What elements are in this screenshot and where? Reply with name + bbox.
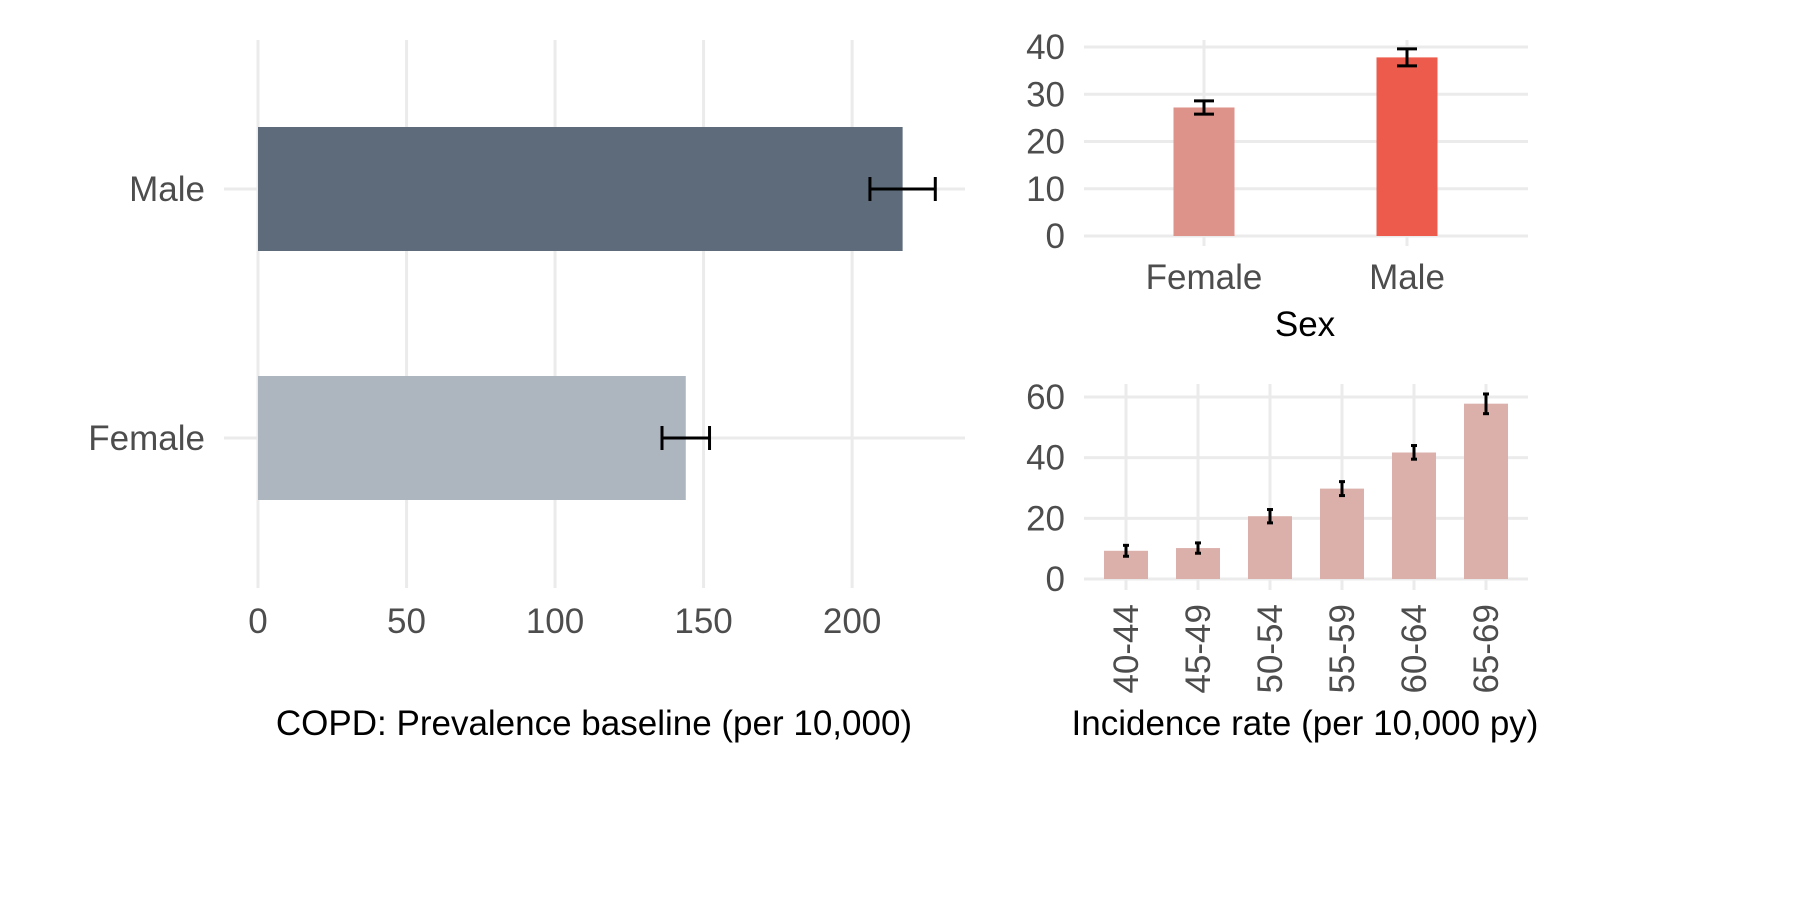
y-tick-label: 20: [1026, 499, 1065, 538]
bar-age-60-64: [1392, 452, 1436, 579]
x-tick-label: 40-44: [1107, 604, 1146, 694]
bar-male: [1376, 57, 1438, 236]
bar-age-50-54: [1248, 516, 1292, 579]
x-tick-label: 60-64: [1395, 604, 1434, 694]
y-tick-label: Female: [88, 419, 205, 458]
x-axis-title: Incidence rate (per 10,000 py): [1072, 704, 1539, 743]
x-tick-label: 45-49: [1179, 604, 1218, 694]
y-tick-label: 60: [1026, 378, 1065, 417]
y-tick-label: 30: [1026, 75, 1065, 114]
x-tick-label: 65-69: [1467, 604, 1506, 694]
bar-female: [1173, 107, 1235, 236]
x-tick-label: 200: [823, 602, 881, 641]
x-axis-title: Sex: [1275, 305, 1336, 344]
x-tick-label: 100: [526, 602, 584, 641]
prevalence-panel: 0 50 100 150 200 Female Male COPD: Prevalence b…: [88, 40, 965, 743]
x-tick-label: 0: [248, 602, 267, 641]
x-tick-label: 50-54: [1251, 604, 1290, 694]
x-tick-label: 50: [387, 602, 426, 641]
y-tick-label: Male: [129, 170, 205, 209]
y-tick-label: 0: [1046, 217, 1065, 256]
sex-incidence-panel: 0 10 20 30 40 Female Male Sex: [1026, 28, 1528, 344]
age-incidence-panel: 0 20 40 60 40-44 45-49 50-54 55-59 60-64 65-69 Inc…: [1026, 378, 1538, 743]
bar-age-65-69: [1464, 403, 1508, 579]
y-tick-label: 40: [1026, 439, 1065, 478]
x-tick-label: Female: [1146, 258, 1263, 297]
y-tick-label: 20: [1026, 123, 1065, 162]
y-tick-label: 40: [1026, 28, 1065, 67]
y-tick-label: 10: [1026, 170, 1065, 209]
x-tick-label: 150: [674, 602, 732, 641]
bar-female: [258, 376, 686, 500]
x-tick-label: 55-59: [1323, 604, 1362, 694]
x-axis-title: COPD: Prevalence baseline (per 10,000): [276, 704, 912, 743]
bar-age-55-59: [1320, 488, 1364, 579]
y-tick-label: 0: [1046, 560, 1065, 599]
x-tick-label: Male: [1369, 258, 1445, 297]
bar-male: [258, 127, 903, 251]
